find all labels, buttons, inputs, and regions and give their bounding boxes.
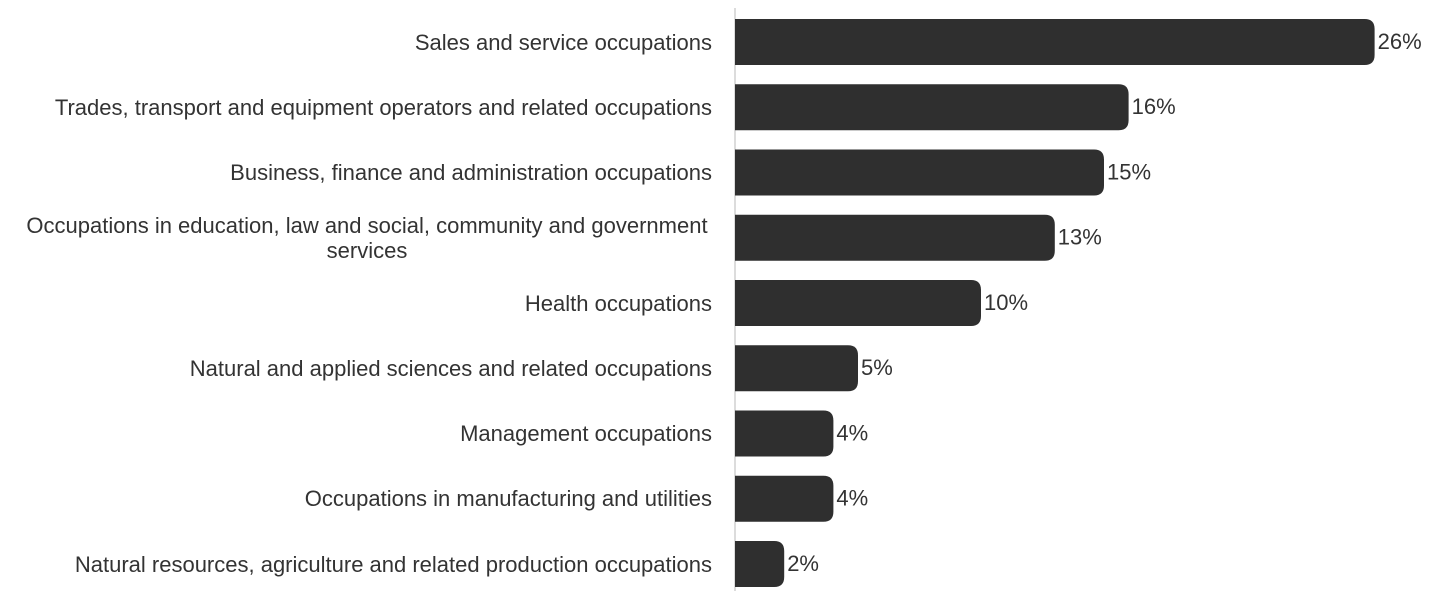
bar bbox=[735, 475, 834, 522]
value-label: 2% bbox=[787, 551, 819, 576]
category-row: Natural and applied sciences and related… bbox=[0, 338, 712, 398]
bar bbox=[735, 149, 1104, 196]
bar bbox=[735, 541, 785, 587]
category-label: Health occupations bbox=[524, 290, 712, 316]
category-label: Occupations in education, law and social… bbox=[26, 212, 708, 263]
value-label: 4% bbox=[836, 486, 868, 511]
bar bbox=[735, 280, 981, 326]
category-row: Sales and service occupations bbox=[0, 12, 712, 72]
bar bbox=[735, 214, 1055, 261]
category-row: Business, finance and administration occ… bbox=[0, 143, 712, 203]
value-label: 5% bbox=[861, 355, 893, 380]
value-label: 4% bbox=[836, 420, 868, 445]
bar bbox=[735, 410, 834, 457]
category-label: Trades, transport and equipment operator… bbox=[54, 94, 712, 120]
bar bbox=[735, 345, 858, 392]
category-label: Natural and applied sciences and related… bbox=[189, 355, 712, 381]
category-label: Occupations in manufacturing and utiliti… bbox=[304, 486, 712, 512]
value-label: 16% bbox=[1132, 94, 1176, 119]
value-label: 10% bbox=[984, 290, 1028, 315]
bar bbox=[735, 84, 1129, 131]
category-row: Occupations in education, law and social… bbox=[0, 208, 712, 268]
category-row: Occupations in manufacturing and utiliti… bbox=[0, 469, 712, 529]
value-label: 15% bbox=[1107, 159, 1151, 184]
category-label: Business, finance and administration occ… bbox=[230, 160, 712, 185]
category-row: Natural resources, agriculture and relat… bbox=[0, 534, 712, 594]
bar bbox=[735, 19, 1375, 65]
value-label: 13% bbox=[1058, 225, 1102, 250]
category-label: Natural resources, agriculture and relat… bbox=[74, 551, 712, 577]
category-row: Trades, transport and equipment operator… bbox=[0, 77, 712, 137]
category-row: Health occupations bbox=[0, 273, 712, 333]
category-label: Management occupations bbox=[460, 421, 712, 446]
category-row: Management occupations bbox=[0, 404, 712, 464]
category-label: Sales and service occupations bbox=[414, 29, 712, 55]
value-label: 26% bbox=[1378, 29, 1422, 54]
